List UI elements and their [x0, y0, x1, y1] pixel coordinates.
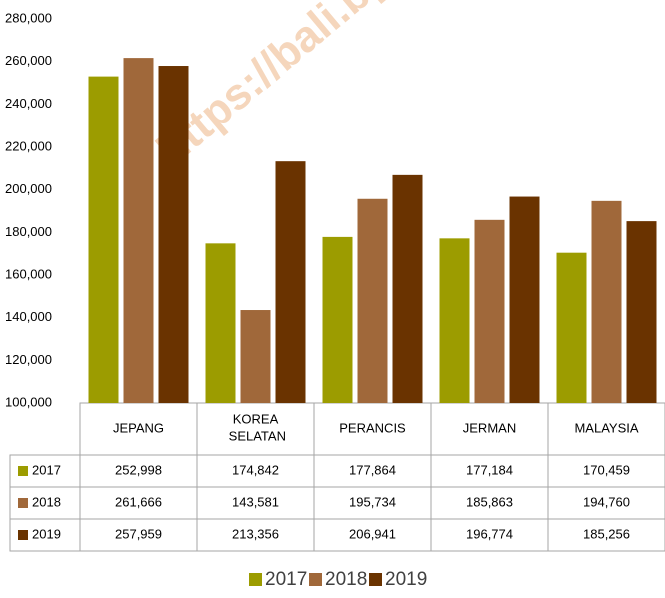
table-value: 170,459	[583, 462, 630, 477]
x-tick-label: JERMAN	[463, 420, 516, 435]
table-value: 206,941	[349, 526, 396, 541]
legend-swatch	[369, 573, 382, 586]
y-tick-label: 160,000	[5, 266, 52, 281]
watermark: https://bali.bps.go.id	[148, 0, 509, 175]
x-tick-label: PERANCIS	[339, 420, 406, 435]
x-tick-label: JEPANG	[113, 420, 164, 435]
bar	[392, 174, 423, 403]
table-value: 143,581	[232, 494, 279, 509]
table-value: 196,774	[466, 526, 513, 541]
y-tick-label: 180,000	[5, 224, 52, 239]
y-tick-label: 240,000	[5, 96, 52, 111]
x-tick-label: KOREA SELATAN	[225, 412, 286, 444]
row-label: 2018	[32, 494, 61, 509]
table-value: 185,863	[466, 494, 513, 509]
table-value: 194,760	[583, 494, 630, 509]
y-tick-label: 120,000	[5, 352, 52, 367]
legend-swatch	[18, 466, 28, 476]
table-value: 177,184	[466, 462, 513, 477]
bar	[322, 236, 353, 403]
table-value: 213,356	[232, 526, 279, 541]
y-tick-label: 200,000	[5, 181, 52, 196]
legend-swatch	[249, 573, 262, 586]
table-value: 185,256	[583, 526, 630, 541]
bar	[275, 161, 306, 403]
bar	[591, 200, 622, 403]
y-tick-label: 260,000	[5, 53, 52, 68]
row-label: 2017	[32, 462, 61, 477]
table-cell	[547, 518, 665, 552]
bar	[556, 252, 587, 403]
table-value: 174,842	[232, 462, 279, 477]
table-value: 257,959	[115, 526, 162, 541]
legend-swatch	[309, 573, 322, 586]
table-value: 252,998	[115, 462, 162, 477]
bar	[509, 196, 540, 403]
x-tick-label: MALAYSIA	[574, 420, 638, 435]
y-tick-label: 280,000	[5, 10, 52, 25]
legend-label: 2019	[385, 569, 427, 590]
row-label: 2019	[32, 526, 61, 541]
table-value: 195,734	[349, 494, 396, 509]
legend-label: 2018	[325, 569, 367, 590]
y-tick-label: 220,000	[5, 138, 52, 153]
bar	[123, 58, 154, 403]
legend-label: 2017	[265, 569, 307, 590]
bar	[474, 219, 505, 403]
bar	[439, 238, 470, 403]
bar	[88, 76, 119, 404]
bar	[205, 243, 236, 403]
y-tick-label: 140,000	[5, 309, 52, 324]
table-value: 261,666	[115, 494, 162, 509]
y-tick-label: 100,000	[5, 394, 52, 409]
legend-swatch	[18, 498, 28, 508]
bar	[626, 221, 657, 403]
bar	[158, 66, 189, 403]
bar	[357, 198, 388, 403]
bar	[240, 310, 271, 403]
table-value: 177,864	[349, 462, 396, 477]
legend-swatch	[18, 530, 28, 540]
